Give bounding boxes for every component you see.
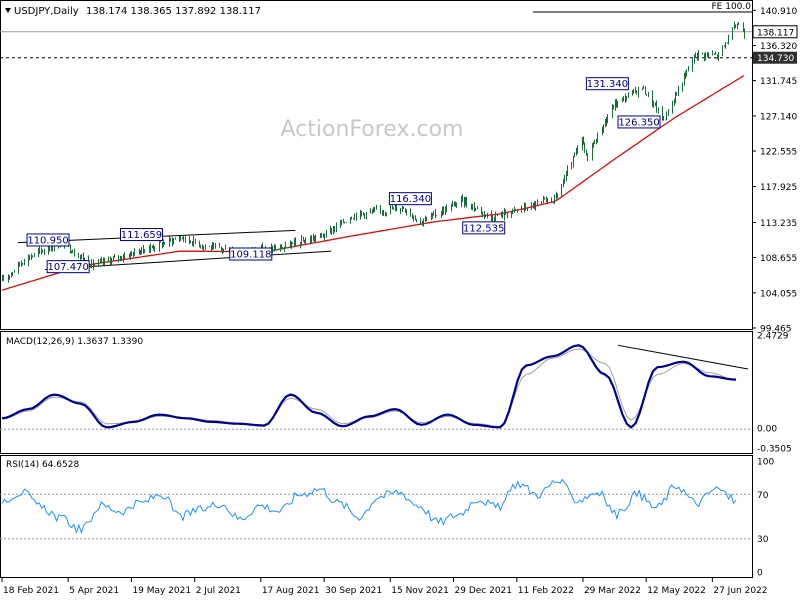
rsi-tick-label: 100 bbox=[757, 458, 774, 468]
support-price-label: 134.730 bbox=[757, 54, 794, 64]
watermark: ActionForex.com bbox=[281, 117, 464, 142]
y-tick-label: 108.655 bbox=[760, 254, 797, 264]
x-tick-label: 11 Feb 2022 bbox=[518, 586, 574, 596]
current-price-label: 138.117 bbox=[757, 28, 794, 38]
x-tick-label: 29 Dec 2021 bbox=[455, 586, 512, 596]
price-pane bbox=[0, 0, 753, 330]
y-tick-label: 131.745 bbox=[760, 77, 797, 87]
macd-pane bbox=[0, 331, 753, 454]
y-tick-label: 99.465 bbox=[760, 325, 792, 335]
annotation-label: 112.535 bbox=[463, 223, 504, 234]
macd-title: MACD(12,26,9) 1.3637 1.3390 bbox=[6, 337, 143, 347]
rsi-tick-label: 30 bbox=[757, 535, 769, 545]
x-tick-label: 19 May 2021 bbox=[132, 586, 191, 596]
current-price-tag bbox=[752, 25, 798, 39]
y-tick-label: 104.055 bbox=[760, 289, 797, 299]
macd-trendline bbox=[617, 344, 749, 370]
macd-tick-label: -0.3505 bbox=[757, 445, 792, 455]
rsi-pane bbox=[0, 455, 753, 578]
y-tick-label: 113.235 bbox=[760, 219, 797, 229]
annotation-box bbox=[585, 77, 629, 91]
x-tick-label: 12 May 2022 bbox=[647, 586, 706, 596]
fe-label: FE 100.0 bbox=[712, 2, 752, 12]
x-tick-label: 29 Mar 2022 bbox=[584, 586, 641, 596]
x-tick-label: 27 Jun 2022 bbox=[713, 586, 767, 596]
annotation-box bbox=[26, 233, 70, 247]
symbol-label: USDJPY,Daily bbox=[14, 6, 79, 17]
macd-tick-label: 2.4729 bbox=[757, 332, 789, 342]
x-tick-label: 17 Aug 2021 bbox=[262, 586, 320, 596]
annotation-box bbox=[229, 247, 273, 261]
annotation-label: 131.340 bbox=[587, 79, 628, 90]
rsi-tick-label: 0 bbox=[757, 569, 763, 579]
macd-line bbox=[1, 344, 737, 429]
annotation-label: 126.350 bbox=[618, 117, 659, 128]
support-price-tag bbox=[753, 51, 797, 64]
x-tick-label: 5 Apr 2021 bbox=[69, 586, 119, 596]
y-tick-label: 127.140 bbox=[760, 112, 797, 122]
annotation-label: 109.118 bbox=[230, 250, 271, 261]
y-tick-label: 136.320 bbox=[760, 42, 797, 52]
x-tick-label: 30 Sep 2021 bbox=[325, 586, 382, 596]
annotation-box bbox=[388, 192, 432, 206]
y-tick-label: 122.555 bbox=[760, 148, 797, 158]
annotation-box bbox=[462, 221, 506, 235]
annotation-label: 111.659 bbox=[121, 230, 162, 241]
x-tick-label: 2 Jul 2021 bbox=[196, 586, 241, 596]
rsi-tick-label: 70 bbox=[757, 491, 769, 501]
y-tick-label: 140.910 bbox=[760, 7, 797, 17]
rsi-title: RSI(14) 64.6528 bbox=[6, 460, 79, 470]
ohlc-readout: 138.174 138.365 137.892 138.117 bbox=[86, 6, 261, 17]
rsi-line bbox=[1, 478, 737, 535]
macd-tick-label: 0.00 bbox=[757, 425, 777, 435]
moving-average-line bbox=[1, 75, 745, 291]
annotation-label: 116.340 bbox=[390, 194, 431, 205]
collapse-triangle-icon[interactable] bbox=[5, 8, 11, 13]
annotation-box bbox=[46, 260, 90, 274]
lower-trendline bbox=[45, 250, 332, 270]
y-tick-label: 117.925 bbox=[760, 183, 797, 193]
annotation-label: 110.950 bbox=[27, 235, 68, 246]
x-tick-label: 18 Feb 2021 bbox=[3, 586, 59, 596]
annotation-label: 107.470 bbox=[47, 262, 88, 273]
x-tick-label: 15 Nov 2021 bbox=[391, 586, 449, 596]
annotation-box bbox=[617, 115, 661, 129]
annotation-box bbox=[119, 228, 163, 242]
